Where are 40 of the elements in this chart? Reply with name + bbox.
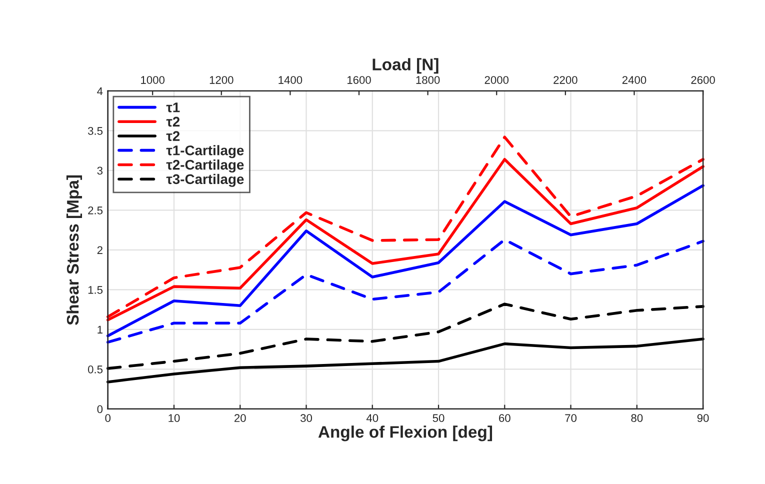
y-tick-label: 3.5	[88, 127, 103, 135]
legend-label: τ1	[166, 102, 180, 112]
y-tick-label: 2.5	[88, 206, 103, 214]
line-series	[106, 302, 704, 370]
y-tick-label: 4	[97, 87, 103, 96]
y-tick-label: 2	[97, 246, 102, 254]
x-tick-label: 60	[499, 414, 510, 422]
x2-tick-label: 2000	[484, 76, 509, 84]
y-tick-label: 0.5	[88, 366, 103, 374]
legend-label: τ2-Cartilage	[166, 160, 244, 173]
x2-tick-label: 1400	[278, 76, 302, 84]
x-tick-label: 30	[300, 414, 312, 422]
legend-label: τ2	[166, 131, 180, 141]
x-tick-label: 50	[432, 414, 444, 422]
x-axis-title: Angle of Flexion [deg]	[318, 426, 492, 442]
x2-tick-label: 2600	[691, 76, 715, 84]
x2-tick-label: 2400	[622, 76, 646, 84]
legend-label: τ1-Cartilage	[166, 145, 244, 158]
x-tick-label: 90	[697, 414, 709, 422]
x-tick-label: 20	[234, 414, 246, 422]
x-tick-label: 80	[631, 414, 643, 422]
x2-tick-label: 1800	[416, 76, 440, 84]
x2-tick-label: 1000	[141, 76, 165, 84]
line-series	[106, 338, 704, 384]
x-tick-label: 0	[105, 414, 111, 422]
x-tick-label: 40	[366, 414, 378, 422]
y-tick-label: 1.5	[88, 286, 103, 294]
x-tick-label: 70	[565, 414, 577, 422]
x2-tick-label: 2200	[554, 76, 578, 84]
y-tick-label: 1	[98, 326, 102, 334]
x2-tick-label: 1200	[210, 76, 234, 84]
legend-label: τ2	[166, 116, 180, 127]
line-series	[106, 238, 704, 344]
x-tick-label: 10	[168, 414, 180, 422]
x2-axis-title: Load [N]	[372, 58, 438, 74]
y-tick-label: 0	[97, 405, 103, 414]
x2-tick-label: 1600	[347, 76, 371, 84]
y-tick-label: 3	[97, 166, 103, 175]
legend-label: τ3-Cartilage	[166, 174, 244, 187]
y-axis-title: Shear Stress [Mpa]	[66, 175, 82, 325]
